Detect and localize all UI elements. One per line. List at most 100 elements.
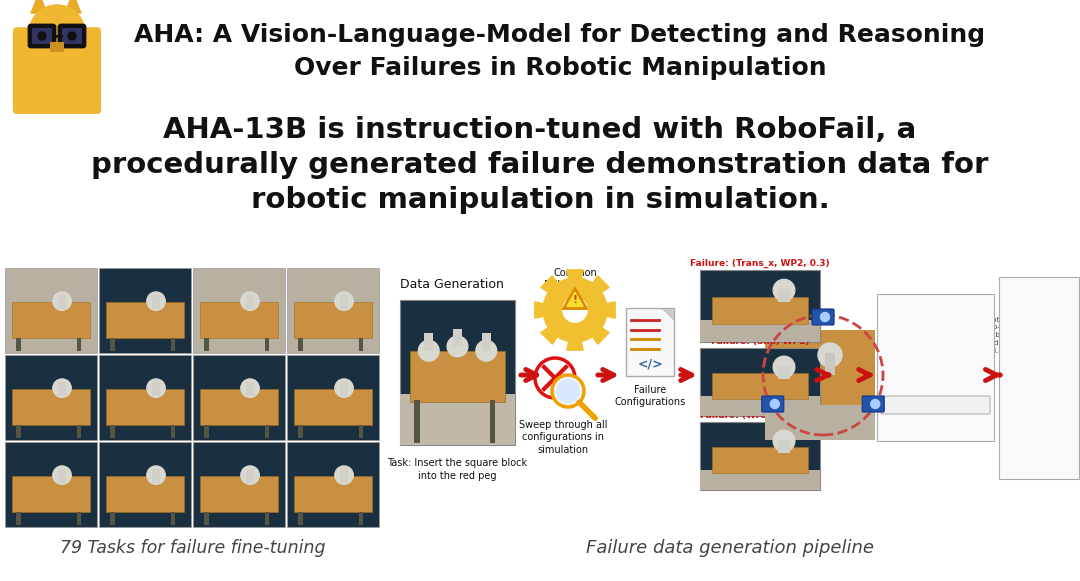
Circle shape — [38, 32, 46, 40]
Text: robotic manipulation in simulation.: robotic manipulation in simulation. — [251, 186, 829, 214]
Bar — [5, 442, 97, 527]
Text: "Question": At the current sub-
task, the robot is moving the
square block to th: "Question": At the current sub- task, th… — [1002, 296, 1080, 357]
Bar — [700, 469, 820, 490]
Bar — [712, 297, 808, 324]
Circle shape — [241, 379, 259, 397]
Circle shape — [818, 343, 842, 367]
Bar — [825, 353, 835, 375]
Bar — [400, 300, 515, 445]
Polygon shape — [65, 0, 81, 13]
Bar — [340, 382, 348, 396]
Bar — [171, 512, 175, 525]
Text: Common
Failure Mode: Common Failure Mode — [544, 268, 606, 290]
Bar — [171, 425, 175, 438]
Polygon shape — [541, 328, 557, 344]
Bar — [193, 268, 285, 353]
Bar — [106, 476, 184, 512]
Text: Failure: (Wrong_object): Failure: (Wrong_object) — [700, 411, 820, 420]
Text: procedurally generated failure demonstration data for: procedurally generated failure demonstra… — [92, 151, 988, 179]
Bar — [359, 512, 363, 525]
Bar — [5, 355, 97, 440]
Bar — [295, 476, 372, 512]
Polygon shape — [567, 270, 583, 279]
Bar — [58, 469, 66, 483]
Text: Ground-truth: Ground-truth — [1000, 283, 1078, 293]
Bar — [400, 394, 515, 445]
Bar — [110, 512, 114, 525]
Text: Failure data generation pipeline: Failure data generation pipeline — [586, 539, 874, 557]
Text: Answer template: Answer template — [900, 383, 971, 392]
Text: At the current sub task, the robot is
<Current sub-task>. For this sub-task,
fir: At the current sub task, the robot is <C… — [882, 317, 1016, 354]
Bar — [58, 382, 66, 396]
Circle shape — [447, 336, 468, 357]
Bar — [204, 512, 208, 525]
FancyBboxPatch shape — [62, 28, 82, 44]
Text: Failure
Configurations: Failure Configurations — [615, 385, 686, 407]
Circle shape — [241, 466, 259, 485]
Circle shape — [543, 278, 607, 342]
FancyBboxPatch shape — [50, 42, 64, 52]
Circle shape — [535, 358, 575, 398]
Bar — [193, 355, 285, 440]
Bar — [778, 289, 789, 302]
Bar — [424, 333, 433, 351]
Circle shape — [773, 356, 795, 378]
Bar — [77, 512, 81, 525]
Bar — [106, 302, 184, 338]
FancyBboxPatch shape — [881, 396, 990, 414]
Bar — [700, 422, 820, 490]
Bar — [99, 268, 191, 353]
Bar — [700, 320, 820, 342]
Circle shape — [418, 340, 440, 361]
Text: AHA-13B is instruction-tuned with RoboFail, a: AHA-13B is instruction-tuned with RoboFa… — [163, 116, 917, 144]
Bar — [265, 512, 269, 525]
Bar — [298, 512, 302, 525]
Circle shape — [335, 292, 353, 310]
Text: Data Generation: Data Generation — [400, 278, 504, 292]
Bar — [700, 270, 820, 342]
Bar — [5, 268, 97, 353]
Text: Failure: (Slip, WP1): Failure: (Slip, WP1) — [711, 337, 809, 346]
Bar — [712, 447, 808, 473]
Circle shape — [770, 400, 780, 408]
FancyBboxPatch shape — [59, 25, 85, 47]
Bar — [106, 389, 184, 425]
Bar — [778, 367, 789, 379]
Circle shape — [147, 466, 165, 485]
Polygon shape — [31, 0, 48, 13]
Circle shape — [29, 5, 85, 61]
Bar — [246, 295, 254, 309]
Text: AHA: A Vision-Language-Model for Detecting and Reasoning: AHA: A Vision-Language-Model for Detecti… — [134, 23, 986, 47]
Circle shape — [53, 466, 71, 485]
Bar — [110, 338, 114, 351]
Circle shape — [556, 379, 580, 403]
FancyBboxPatch shape — [32, 28, 52, 44]
Polygon shape — [606, 302, 616, 318]
Bar — [193, 442, 285, 527]
Circle shape — [53, 379, 71, 397]
Bar — [295, 389, 372, 425]
Bar — [201, 476, 278, 512]
Bar — [201, 302, 278, 338]
FancyBboxPatch shape — [999, 277, 1079, 479]
Bar — [99, 355, 191, 440]
Bar — [453, 329, 462, 346]
Polygon shape — [567, 342, 583, 350]
Circle shape — [335, 379, 353, 397]
Circle shape — [821, 313, 829, 321]
Text: </>: </> — [637, 357, 663, 370]
Text: Over Failures in Robotic Manipulation: Over Failures in Robotic Manipulation — [294, 56, 826, 80]
Text: Sweep through all
configurations in
simulation: Sweep through all configurations in simu… — [518, 420, 607, 455]
Polygon shape — [567, 292, 583, 307]
Polygon shape — [563, 288, 588, 309]
Polygon shape — [535, 302, 543, 318]
Bar — [295, 302, 372, 338]
Bar — [340, 295, 348, 309]
Bar — [152, 295, 160, 309]
Bar — [700, 396, 820, 416]
Circle shape — [147, 292, 165, 310]
Bar — [298, 425, 302, 438]
FancyBboxPatch shape — [626, 308, 674, 376]
Bar — [414, 400, 419, 443]
Bar — [12, 302, 90, 338]
